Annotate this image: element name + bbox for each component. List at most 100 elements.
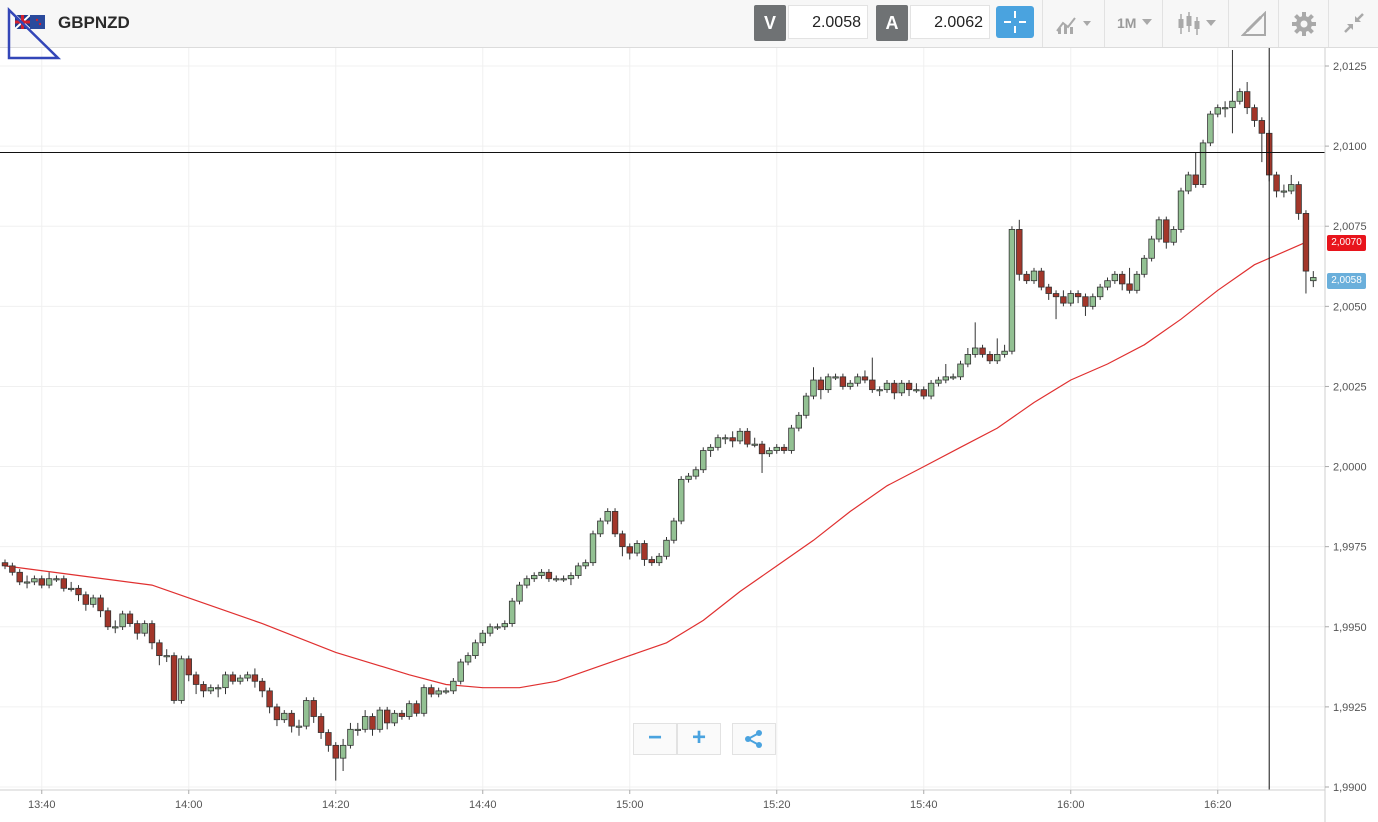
candle [317, 713, 325, 739]
candle [141, 620, 148, 637]
candle [795, 412, 802, 432]
bid-label[interactable]: V [754, 5, 786, 41]
y-tick-label: 1,9900 [1333, 782, 1367, 794]
candle-body [75, 587, 82, 596]
interval-button[interactable]: 1M [1104, 0, 1163, 47]
y-tick-label: 2,0000 [1333, 462, 1367, 474]
candle-body [163, 655, 170, 658]
candle [604, 508, 611, 525]
candle-body [1302, 213, 1310, 272]
candle [281, 710, 288, 723]
candle-body [192, 674, 200, 685]
candle-body [288, 712, 295, 727]
candle [163, 649, 170, 663]
candle [97, 594, 104, 618]
candle [1126, 267, 1133, 294]
candle-body [913, 389, 920, 392]
candle [1001, 344, 1008, 358]
zoom-in-button[interactable]: + [677, 723, 721, 755]
candles [1, 49, 1317, 781]
candle [692, 466, 700, 480]
candle-style-button[interactable] [1162, 0, 1229, 47]
candle-body [1280, 190, 1288, 193]
candle [707, 444, 714, 457]
candle [1280, 184, 1288, 198]
candle [1038, 267, 1045, 291]
candle-body [1295, 184, 1302, 214]
share-button[interactable] [732, 723, 776, 755]
ask-value[interactable]: 2.0062 [910, 5, 990, 39]
candle [714, 434, 722, 451]
drawing-tools-button[interactable] [1228, 0, 1279, 47]
candle-body [339, 744, 347, 759]
candle [16, 569, 23, 586]
candle [861, 370, 869, 384]
line-chart-icon [1056, 17, 1091, 34]
candle-body [1119, 273, 1126, 285]
candle-body [134, 623, 141, 634]
x-tick-label: 16:00 [1057, 799, 1085, 811]
zoom-out-button[interactable]: − [633, 723, 677, 755]
toolbar: GBPNZD V 2.0058 A 2.0062 1M [0, 0, 1378, 48]
candle [869, 357, 876, 393]
collapse-button[interactable] [1328, 0, 1378, 47]
candle [751, 437, 758, 448]
candle [655, 553, 663, 566]
candle-body [655, 555, 663, 564]
candle-body [281, 712, 288, 721]
candle [597, 517, 604, 538]
candle-body [1030, 270, 1038, 282]
candle-body [1155, 219, 1163, 240]
candle-body [1170, 229, 1177, 243]
candle-body [744, 430, 751, 445]
crosshair-button[interactable] [996, 6, 1034, 38]
candle [802, 392, 810, 419]
y-tick-label: 2,0050 [1333, 301, 1367, 313]
ask-label[interactable]: A [876, 5, 908, 41]
candle [847, 380, 854, 390]
candle-body [428, 687, 435, 695]
candle [1023, 271, 1030, 284]
candle-body [597, 520, 604, 535]
chevron-down-icon [1142, 19, 1152, 25]
candle-body [854, 376, 861, 384]
settings-button[interactable] [1278, 0, 1329, 47]
candle-body [53, 578, 60, 581]
candle-body [501, 623, 508, 628]
candle [1302, 210, 1310, 294]
candle [90, 594, 97, 608]
candle [9, 562, 16, 576]
candle-body [16, 571, 23, 583]
candle-body [1104, 280, 1111, 288]
x-tick-label: 14:40 [469, 799, 497, 811]
candle-body [369, 716, 376, 730]
candle [23, 575, 31, 589]
candle [112, 620, 119, 634]
candle [905, 380, 913, 397]
candle-body [244, 674, 251, 679]
candle [38, 575, 45, 589]
candle-body [876, 389, 883, 392]
candle-body [413, 703, 420, 714]
candle-body [457, 661, 464, 682]
candle [31, 575, 38, 586]
y-tick-label: 2,0025 [1333, 381, 1367, 393]
bid-value[interactable]: 2.0058 [788, 5, 868, 39]
candle-body [317, 716, 325, 733]
candle-body [1082, 296, 1089, 307]
chart-type-button[interactable] [1042, 0, 1105, 47]
candle-body [38, 578, 45, 586]
candle [1, 559, 9, 570]
candle-body [986, 353, 994, 362]
ma-price-tag: 2,0070 [1327, 235, 1366, 251]
candle-body [773, 446, 780, 451]
candle [310, 697, 317, 723]
candle-body [23, 581, 31, 584]
candle-body [883, 382, 891, 391]
candle [325, 729, 332, 752]
candle [1111, 271, 1119, 284]
candle-body [582, 562, 589, 567]
candle [259, 678, 266, 698]
candle [523, 575, 531, 589]
